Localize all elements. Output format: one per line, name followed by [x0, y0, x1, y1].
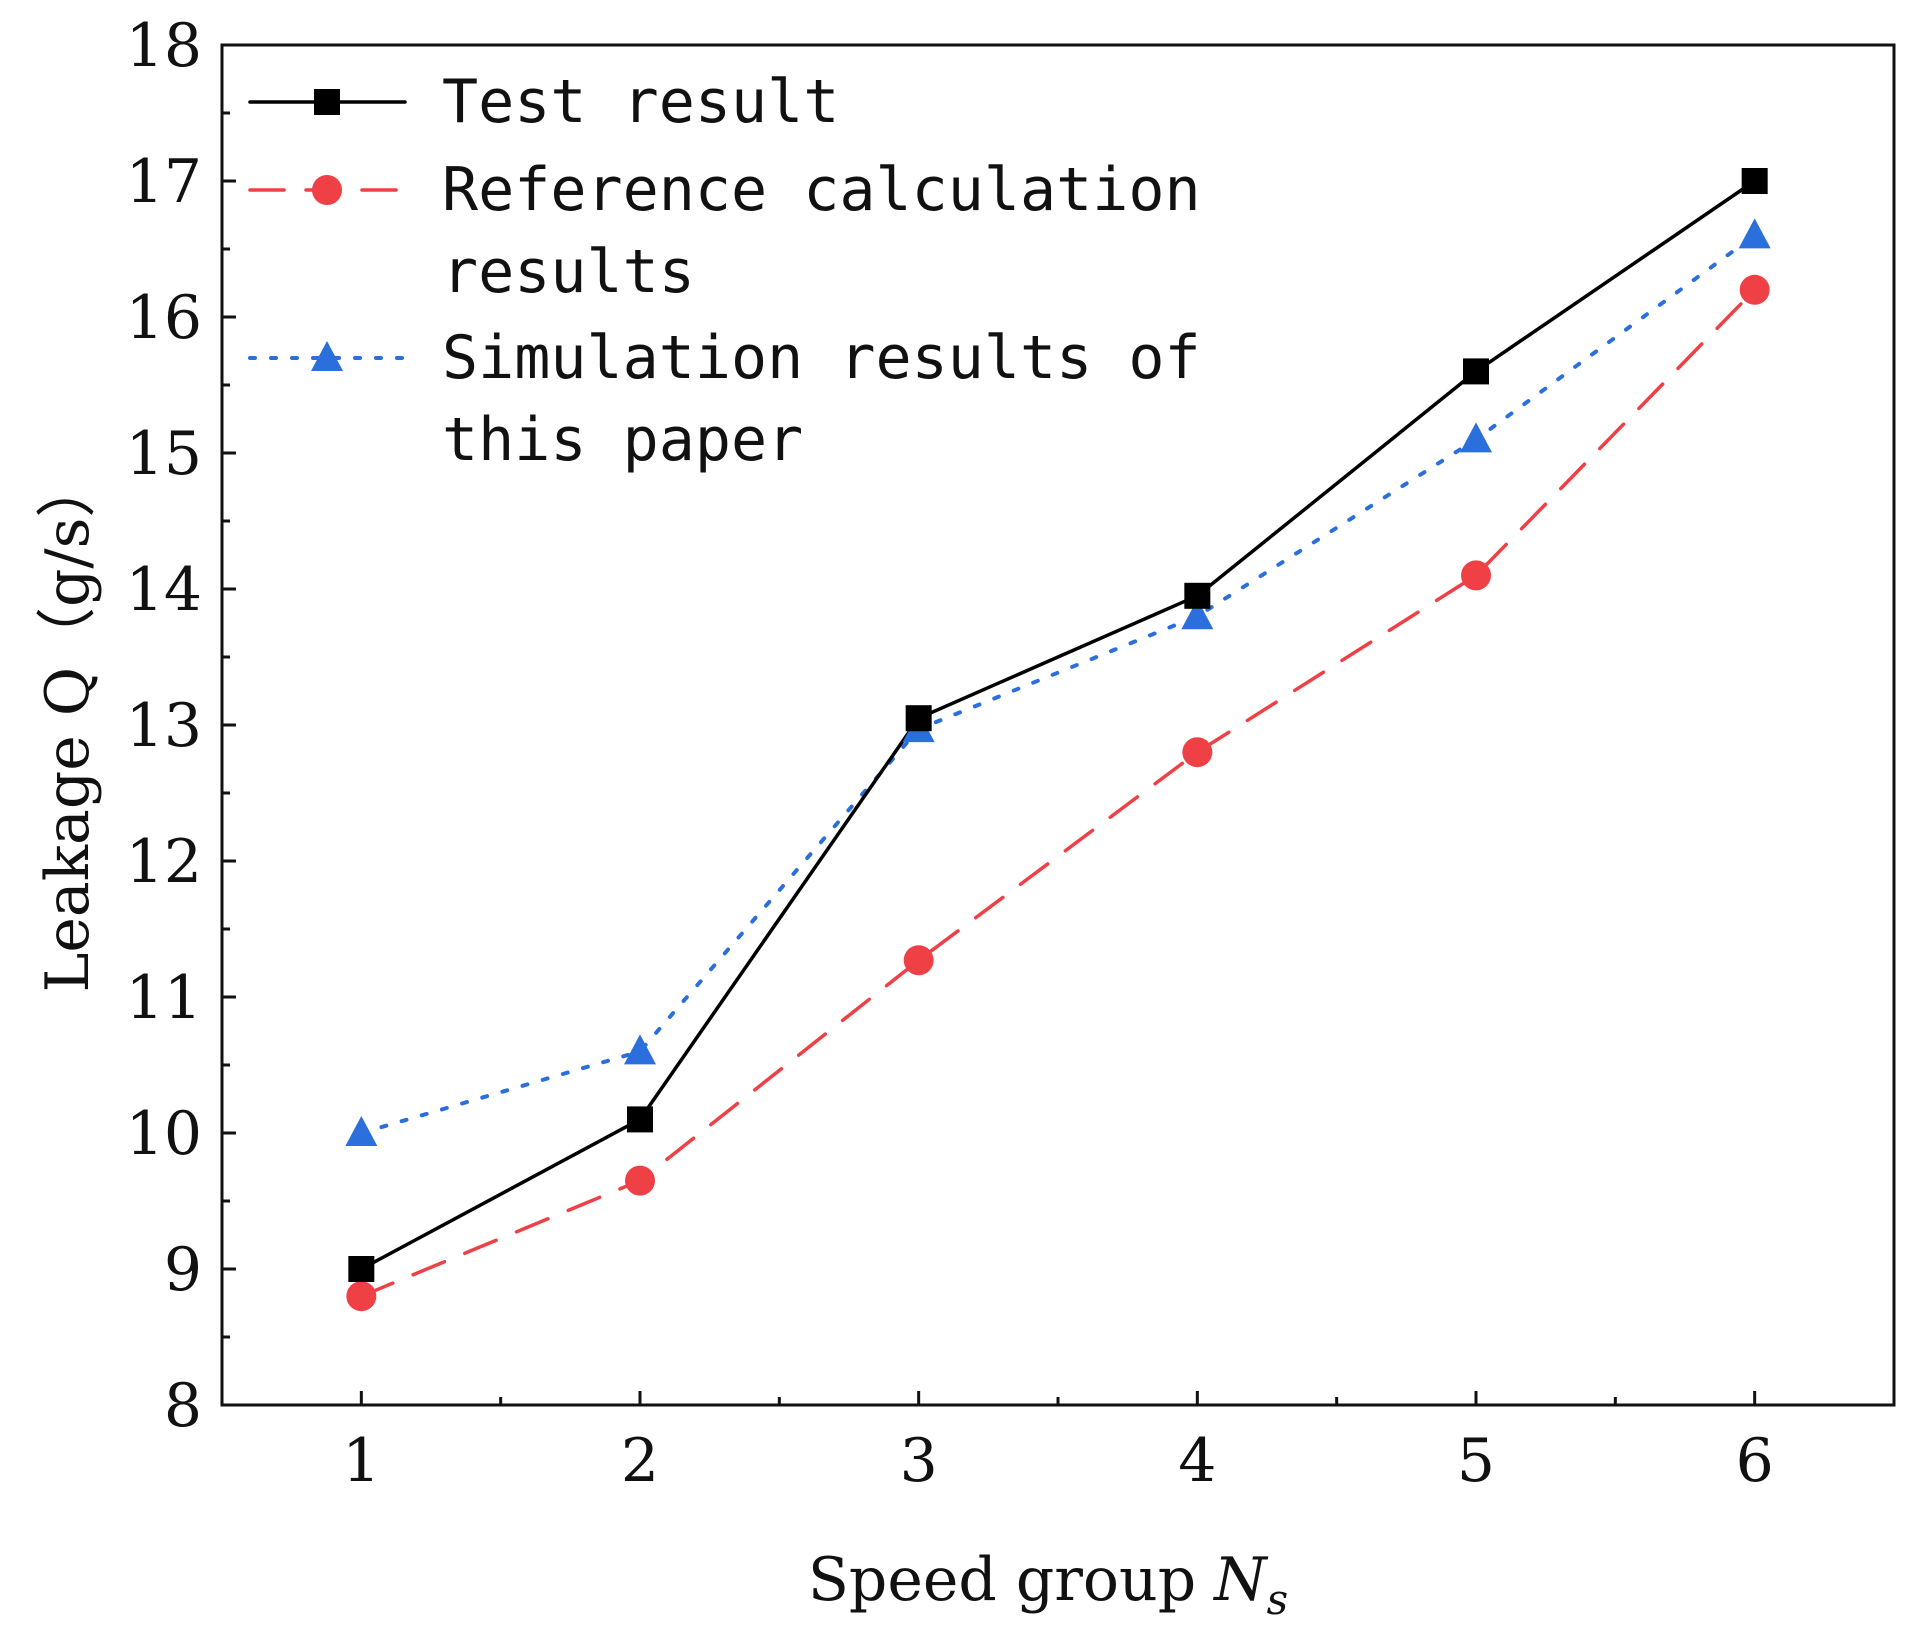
x-axis-subscript: s: [1267, 1575, 1289, 1624]
legend-marker-triangle: [311, 341, 343, 371]
legend-label: results: [442, 237, 695, 307]
data-point-circle: [903, 945, 934, 976]
legend: Test result Reference calculation results S…: [248, 67, 1201, 475]
data-point-square: [348, 1256, 375, 1282]
y-tick-label: 18: [126, 11, 202, 81]
series-line-triangle: [359, 233, 1757, 1135]
data-point-circle: [625, 1165, 655, 1196]
legend-label: Reference calculation: [442, 155, 1201, 225]
data-point-circle: [1182, 737, 1213, 768]
x-axis-title-text: Speed group: [808, 1545, 1196, 1615]
y-tick-label: 8: [164, 1371, 202, 1441]
legend-label: Test result: [442, 67, 839, 137]
x-tick-label: 5: [1457, 1426, 1495, 1496]
y-tick-label: 17: [126, 147, 202, 217]
data-point-square: [1184, 582, 1211, 609]
data-point-circle: [1461, 560, 1491, 591]
data-point-triangle: [624, 1034, 656, 1065]
x-tick-label: 1: [342, 1426, 380, 1496]
y-tick-label: 11: [126, 963, 202, 1033]
series-lines: [359, 179, 1757, 1298]
data-point-triangle: [1181, 599, 1214, 630]
series-line-circle: [359, 288, 1757, 1298]
legend-label: this paper: [442, 405, 803, 475]
y-tick-label: 9: [164, 1235, 202, 1305]
x-axis-symbol: N: [1212, 1545, 1269, 1615]
y-tick-label: 12: [126, 827, 202, 897]
legend-label: Simulation results of: [442, 323, 1201, 393]
y-tick-label: 10: [126, 1099, 202, 1169]
legend-marker-circle: [312, 175, 342, 205]
data-point-triangle: [1460, 422, 1492, 453]
data-point-square: [1463, 358, 1489, 385]
legend-marker-square: [314, 89, 340, 115]
series-line-square: [359, 179, 1757, 1271]
data-point-square: [905, 705, 932, 732]
data-point-circle: [346, 1281, 377, 1312]
y-tick-label: 13: [126, 691, 202, 761]
y-tick-label: 15: [126, 419, 202, 489]
x-axis-title: Speed group Ns: [808, 1545, 1288, 1624]
x-tick-label: 4: [1178, 1426, 1216, 1496]
y-tick-label: 14: [126, 555, 202, 625]
data-point-circle: [1739, 274, 1770, 305]
data-point-triangle: [1738, 218, 1771, 249]
x-tick-label: 6: [1736, 1426, 1774, 1496]
data-point-square: [627, 1106, 653, 1133]
x-tick-label: 3: [900, 1426, 938, 1496]
y-axis-title: Leakage Q（g/s）: [33, 458, 103, 993]
x-tick-label: 2: [621, 1426, 659, 1496]
plot-frame: [220, 43, 1896, 1407]
data-point-square: [1741, 168, 1768, 194]
series-markers: [345, 168, 1771, 1312]
data-point-triangle: [345, 1116, 378, 1146]
y-tick-label: 16: [126, 283, 202, 353]
